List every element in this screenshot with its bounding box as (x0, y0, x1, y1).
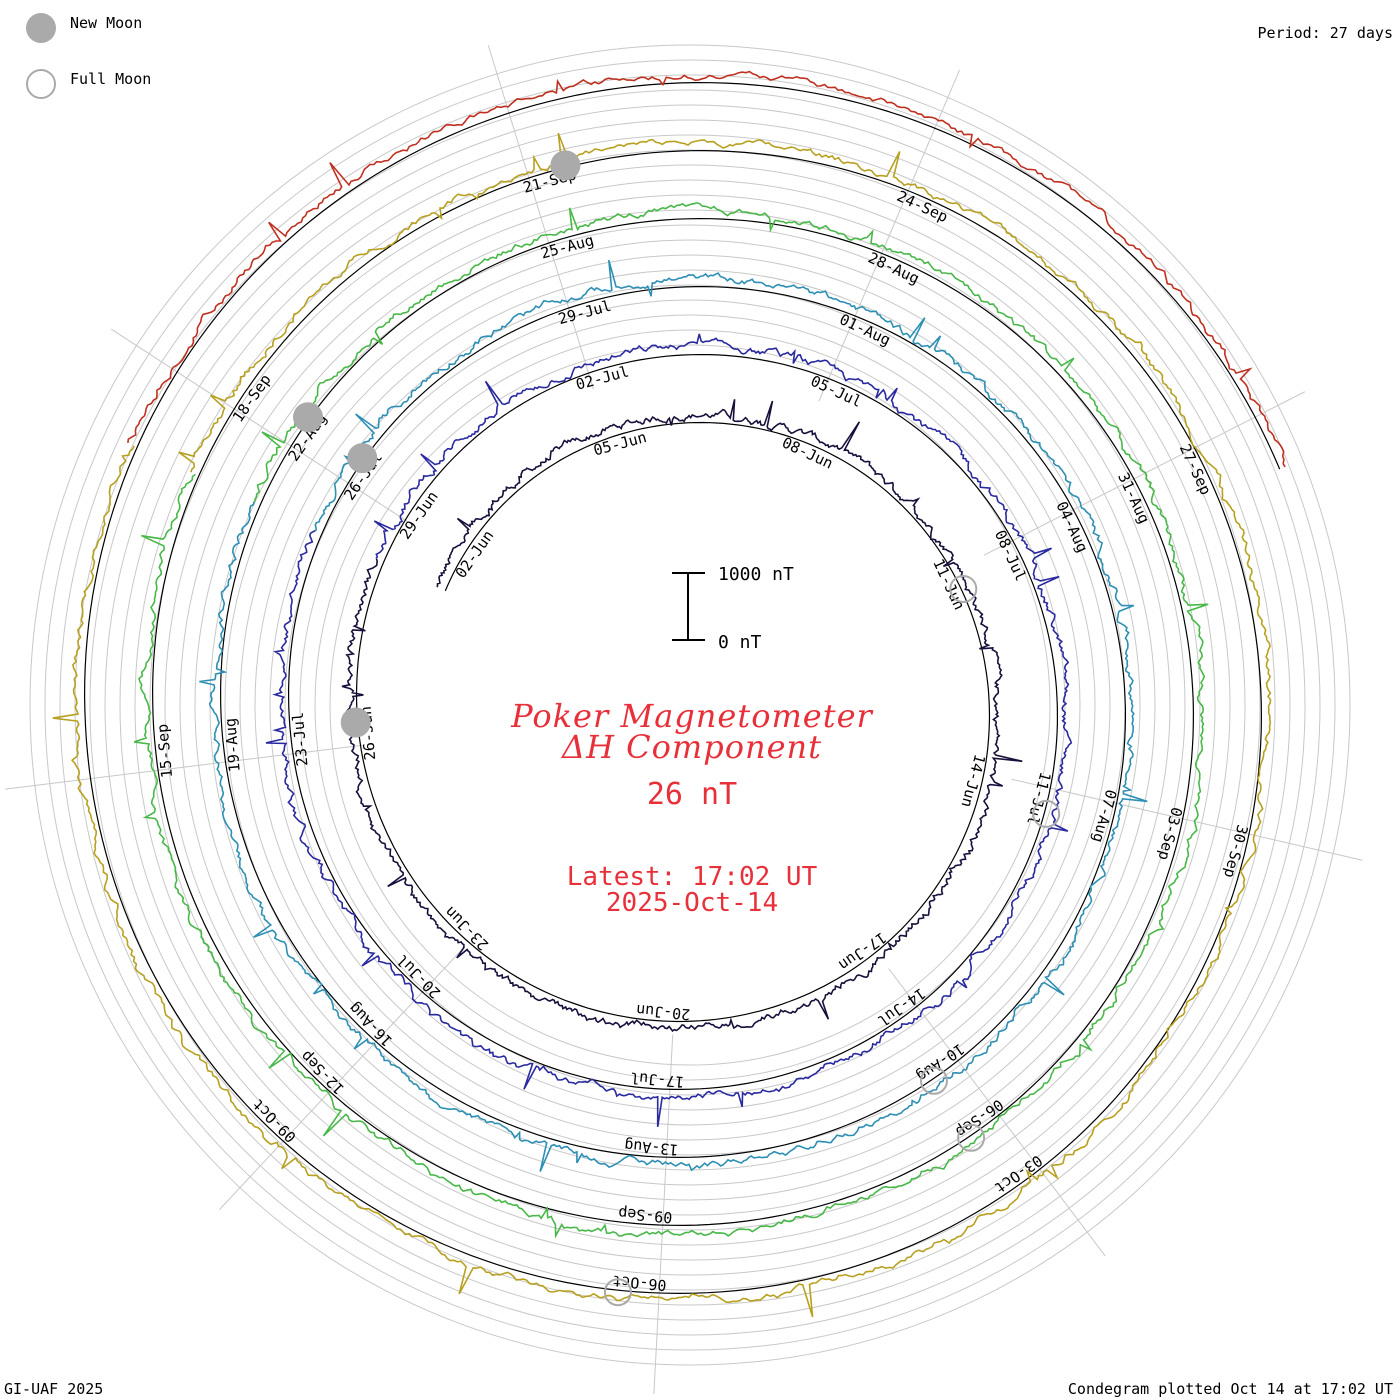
series-trace-5 (52, 132, 1272, 1318)
date-label: 02-Jun (452, 527, 498, 582)
new-moon-marker (347, 443, 378, 474)
new-moon-marker (340, 707, 371, 738)
grid-ring (179, 194, 1201, 1216)
footer-label: Condegram plotted Oct 14 at 17:02 UT (1068, 1380, 1393, 1398)
new-moon-marker (293, 402, 323, 433)
grid-radial-line (5, 744, 363, 790)
date-label: 19-Aug (221, 717, 244, 773)
latest-date: 2025-Oct-14 (606, 888, 778, 918)
full-moon-marker (957, 1123, 986, 1152)
date-label: 25-Aug (539, 231, 596, 262)
date-label: 29-Jun (396, 488, 442, 543)
grid-radial-line (653, 1034, 674, 1395)
date-label: 05-Jun (592, 428, 649, 459)
series-layer (52, 70, 1286, 1318)
grid-ring (269, 284, 1111, 1126)
date-label: 13-Aug (623, 1136, 679, 1159)
date-label: 31-Aug (1114, 470, 1153, 527)
series-trace-1 (341, 399, 1023, 1032)
new-moon-icon (26, 13, 56, 43)
grid-radial-line (219, 946, 466, 1210)
grid-ring (194, 209, 1186, 1201)
grid-radial-line (983, 391, 1306, 556)
grid-ring (89, 104, 1291, 1306)
legend-full-moon-label: Full Moon (70, 70, 151, 88)
grid-ring (29, 44, 1351, 1366)
grid-ring (239, 254, 1141, 1156)
grid-radial-line (487, 45, 594, 390)
grid-radial-line (1011, 778, 1363, 861)
date-label: 20-Jun (635, 1001, 691, 1024)
grid-ring (164, 179, 1216, 1231)
series-trace-3 (199, 259, 1148, 1172)
grid-ring (224, 239, 1156, 1171)
scale-bar-top-label: 1000 nT (718, 564, 794, 585)
date-label: 24-Sep (894, 187, 951, 226)
series-trace-6 (127, 70, 1286, 468)
date-label: 05-Jul (808, 372, 865, 411)
date-label: 23-Jul (289, 711, 312, 767)
scale-bar-bottom-label: 0 nT (718, 632, 762, 653)
date-label: 08-Jun (779, 433, 836, 472)
grid-layer (5, 44, 1363, 1395)
date-label: 09-Sep (618, 1204, 674, 1227)
grid-ring (74, 89, 1306, 1321)
chart-title: Poker Magnetometer (510, 697, 873, 735)
date-label: 15-Sep (153, 723, 176, 779)
grid-ring (329, 344, 1051, 1066)
date-label: 04-Aug (1052, 499, 1091, 556)
full-moon-marker (1032, 799, 1061, 828)
series-trace-4 (133, 202, 1209, 1239)
date-label: 11-Jul (1023, 770, 1054, 827)
baseline-spiral-layer (83, 81, 1281, 1295)
grid-ring (299, 314, 1081, 1096)
full-moon-marker (603, 1278, 632, 1307)
moon-marker-layer (293, 150, 1061, 1307)
legend: New Moon Full Moon (26, 13, 151, 99)
grid-radial-line (111, 328, 414, 526)
scale-bar: 1000 nT 0 nT (672, 564, 794, 653)
chart-subtitle: ΔH Component (560, 728, 822, 766)
grid-ring (119, 134, 1261, 1276)
series-trace-2 (265, 333, 1073, 1128)
grid-radial-line (818, 69, 961, 402)
grid-ring (44, 59, 1336, 1351)
date-label: 03-Oct (991, 1151, 1046, 1197)
date-label: 28-Aug (865, 249, 922, 288)
baseline-spiral (83, 81, 1281, 1295)
grid-radial-line (888, 968, 1106, 1257)
date-label: 07-Aug (1089, 788, 1120, 845)
grid-ring (149, 164, 1231, 1246)
grid-ring (284, 299, 1096, 1111)
full-moon-marker (949, 575, 978, 603)
date-label: 06-Oct (612, 1272, 668, 1295)
full-moon-icon (26, 69, 56, 99)
date-label: 09-Oct (249, 1095, 300, 1146)
new-moon-marker (550, 150, 581, 181)
date-label: 17-Jul (629, 1068, 685, 1091)
period-label: Period: 27 days (1258, 24, 1393, 42)
date-label: 18-Sep (229, 371, 275, 426)
date-label: 14-Jul (874, 984, 929, 1030)
date-label: 11-Jun (929, 556, 968, 613)
grid-ring (134, 149, 1246, 1261)
current-value: 26 nT (647, 777, 737, 812)
legend-new-moon-label: New Moon (70, 14, 142, 32)
credit-label: GI-UAF 2025 (4, 1380, 103, 1398)
date-label: 30-Sep (1220, 823, 1251, 880)
full-moon-marker (920, 1066, 948, 1095)
grid-ring (104, 119, 1276, 1291)
date-label: 23-Jun (441, 903, 492, 954)
latest-time: Latest: 17:02 UT (567, 862, 818, 892)
grid-ring (59, 74, 1321, 1336)
date-label: 17-Jun (835, 928, 890, 974)
